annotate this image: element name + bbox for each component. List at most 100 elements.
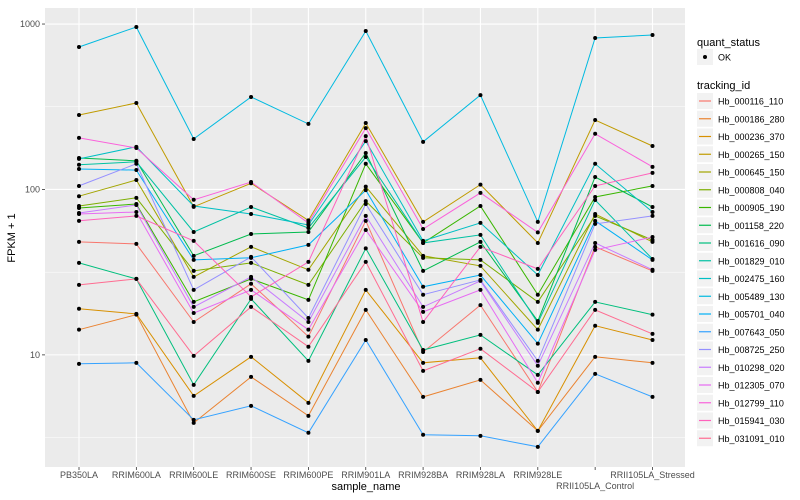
data-point-Hb_002475_160 bbox=[191, 204, 196, 209]
data-point-Hb_012305_070 bbox=[535, 380, 540, 385]
data-point-Hb_002475_160 bbox=[421, 238, 426, 243]
data-point-Hb_000186_280 bbox=[593, 354, 598, 359]
legend-label: Hb_005701_040 bbox=[718, 310, 785, 320]
data-point-Hb_008725_250 bbox=[306, 316, 311, 321]
data-point-Hb_000905_190 bbox=[306, 297, 311, 302]
data-point-Hb_015941_030 bbox=[191, 238, 196, 243]
data-point-Hb_000116_110 bbox=[249, 281, 254, 286]
data-points bbox=[77, 25, 655, 449]
data-point-Hb_001616_090 bbox=[421, 348, 426, 353]
data-point-Hb_000645_150 bbox=[249, 244, 254, 249]
data-point-Hb_005701_040 bbox=[191, 257, 196, 262]
data-point-Hb_000265_150 bbox=[421, 219, 426, 224]
plot-panel bbox=[45, 8, 685, 467]
shape-legend-title: quant_status bbox=[697, 37, 760, 49]
data-point-Hb_008725_250 bbox=[421, 292, 426, 297]
data-point-Hb_002475_160 bbox=[363, 139, 368, 144]
data-point-Hb_005489_130 bbox=[249, 95, 254, 100]
data-point-Hb_015941_030 bbox=[650, 170, 655, 175]
data-point-Hb_015941_030 bbox=[478, 244, 483, 249]
data-point-Hb_007643_050 bbox=[249, 403, 254, 408]
data-point-Hb_000808_040 bbox=[650, 237, 655, 242]
legend-label: Hb_001829_010 bbox=[718, 256, 785, 266]
data-point-Hb_000905_190 bbox=[535, 292, 540, 297]
data-point-Hb_007643_050 bbox=[535, 444, 540, 449]
data-point-Hb_000265_150 bbox=[363, 121, 368, 126]
data-point-Hb_000645_150 bbox=[191, 274, 196, 279]
data-point-Hb_012799_110 bbox=[363, 126, 368, 131]
data-point-Hb_000236_370 bbox=[249, 354, 254, 359]
data-point-Hb_007643_050 bbox=[134, 360, 139, 365]
data-point-Hb_000645_150 bbox=[535, 327, 540, 332]
data-point-Hb_000265_150 bbox=[535, 240, 540, 245]
data-point-Hb_005489_130 bbox=[77, 45, 81, 50]
data-point-Hb_005489_130 bbox=[363, 29, 368, 34]
data-point-Hb_000186_280 bbox=[249, 374, 254, 379]
data-point-Hb_000265_150 bbox=[593, 117, 598, 122]
data-point-Hb_000808_040 bbox=[421, 255, 426, 260]
data-point-Hb_005701_040 bbox=[134, 168, 139, 173]
data-point-Hb_000186_280 bbox=[650, 360, 655, 365]
data-point-Hb_008725_250 bbox=[593, 221, 598, 226]
point-icon bbox=[703, 55, 707, 59]
legend-label: Hb_010298_020 bbox=[718, 363, 785, 373]
data-point-Hb_010298_020 bbox=[306, 320, 311, 325]
data-point-Hb_001829_010 bbox=[191, 230, 196, 235]
data-point-Hb_012799_110 bbox=[478, 190, 483, 195]
data-point-Hb_000808_040 bbox=[134, 195, 139, 200]
data-point-Hb_001616_090 bbox=[363, 246, 368, 251]
data-point-Hb_007643_050 bbox=[478, 433, 483, 438]
data-point-Hb_015941_030 bbox=[249, 294, 254, 299]
x-axis: PB350LA RRIM600LA RRIM600LE RRIM600SE RRIM60… bbox=[60, 467, 695, 491]
data-point-Hb_000645_150 bbox=[363, 184, 368, 189]
data-point-Hb_001158_220 bbox=[421, 268, 426, 273]
data-point-Hb_000116_110 bbox=[134, 241, 139, 246]
data-point-Hb_010298_020 bbox=[478, 278, 483, 283]
legend-label: Hb_000186_280 bbox=[718, 114, 785, 124]
data-point-Hb_012305_070 bbox=[421, 309, 426, 314]
data-point-Hb_001158_220 bbox=[593, 174, 598, 179]
data-point-Hb_000905_190 bbox=[363, 161, 368, 166]
data-point-Hb_001616_090 bbox=[191, 382, 196, 387]
data-point-Hb_000808_040 bbox=[535, 299, 540, 304]
x-tick-label: RRIM928BA bbox=[398, 470, 448, 480]
legend-label: Hb_001158_220 bbox=[718, 221, 784, 231]
legend-label: Hb_000808_040 bbox=[718, 185, 785, 195]
data-point-Hb_008725_250 bbox=[363, 201, 368, 206]
data-point-Hb_000116_110 bbox=[478, 303, 483, 308]
data-point-Hb_007643_050 bbox=[77, 361, 81, 366]
data-point-Hb_012799_110 bbox=[593, 131, 598, 136]
y-axis-title: FPKM + 1 bbox=[6, 213, 18, 262]
data-point-Hb_000645_150 bbox=[306, 267, 311, 272]
data-point-Hb_015941_030 bbox=[363, 134, 368, 139]
data-point-Hb_031091_010 bbox=[478, 346, 483, 351]
data-point-Hb_002475_160 bbox=[593, 161, 598, 166]
data-point-Hb_008725_250 bbox=[134, 161, 139, 166]
data-point-Hb_001829_010 bbox=[535, 320, 540, 325]
data-point-Hb_000116_110 bbox=[363, 218, 368, 223]
data-point-Hb_001616_090 bbox=[535, 372, 540, 377]
data-point-Hb_000905_190 bbox=[478, 204, 483, 209]
data-point-Hb_031091_010 bbox=[249, 304, 254, 309]
data-point-Hb_005489_130 bbox=[535, 219, 540, 224]
legend-label: Hb_000265_150 bbox=[718, 150, 785, 160]
data-point-Hb_010298_020 bbox=[593, 240, 598, 245]
data-point-Hb_000905_190 bbox=[650, 183, 655, 188]
data-point-Hb_001829_010 bbox=[363, 155, 368, 160]
y-axis: 1000 100 10 bbox=[20, 19, 45, 360]
data-point-Hb_012799_110 bbox=[306, 220, 311, 225]
data-point-Hb_000808_040 bbox=[306, 282, 311, 287]
data-point-Hb_000236_370 bbox=[650, 338, 655, 343]
x-tick-label: RRIM600LA bbox=[112, 470, 161, 480]
data-point-Hb_010298_020 bbox=[421, 304, 426, 309]
data-point-Hb_001829_010 bbox=[478, 232, 483, 237]
data-point-Hb_002475_160 bbox=[77, 156, 81, 161]
data-point-Hb_031091_010 bbox=[593, 307, 598, 312]
data-point-Hb_005489_130 bbox=[191, 136, 196, 141]
data-point-Hb_000808_040 bbox=[593, 213, 598, 218]
data-point-Hb_031091_010 bbox=[134, 276, 139, 281]
data-point-Hb_005701_040 bbox=[593, 218, 598, 223]
data-point-Hb_000116_110 bbox=[191, 320, 196, 325]
x-tick-label: RRII105LA_Control bbox=[556, 481, 634, 491]
